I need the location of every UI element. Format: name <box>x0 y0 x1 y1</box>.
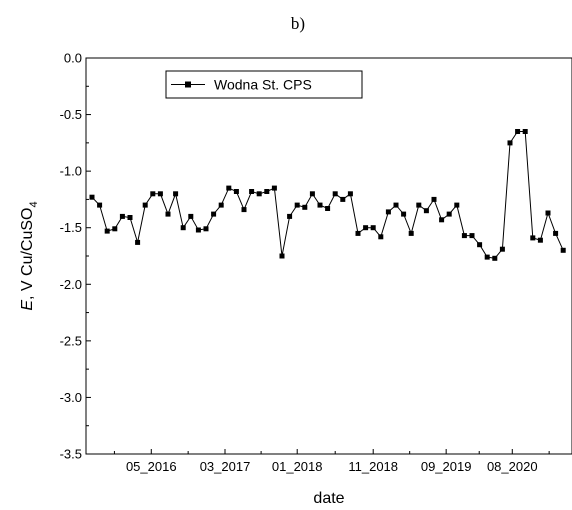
data-point <box>89 194 95 200</box>
data-point <box>195 227 201 233</box>
data-point <box>332 191 338 197</box>
data-point <box>241 207 247 213</box>
y-axis-title: E, V Cu/CuSO4 <box>19 201 40 310</box>
panel-label: b) <box>291 14 305 33</box>
data-point <box>484 254 490 260</box>
data-point <box>256 191 262 197</box>
data-point <box>423 208 429 214</box>
data-point <box>340 196 346 202</box>
x-tick-label: 01_2018 <box>272 459 323 474</box>
data-point <box>370 225 376 231</box>
y-tick-label: -2.0 <box>60 277 82 292</box>
data-point <box>309 191 315 197</box>
data-point <box>530 235 536 241</box>
data-point <box>97 202 103 208</box>
data-point <box>188 213 194 219</box>
data-point <box>135 239 141 245</box>
y-tick-label: 0.0 <box>64 51 82 66</box>
data-point <box>408 230 414 236</box>
data-point <box>469 233 475 239</box>
y-axis-ticks: 0.0 -0.5 -1.0 -1.5 -2.0 -2.5 -3.0 -3.5 <box>60 51 91 462</box>
x-tick-label: 11_2018 <box>348 459 398 474</box>
data-point <box>363 225 369 231</box>
data-point <box>287 213 293 219</box>
y-tick-label: -1.0 <box>60 164 82 179</box>
data-point <box>180 225 186 231</box>
data-point <box>226 185 232 191</box>
data-point <box>477 242 483 248</box>
data-point <box>271 185 277 191</box>
data-point <box>317 202 323 208</box>
data-point <box>218 202 224 208</box>
y-axis-title-unit: , V Cu/CuSO <box>19 207 36 299</box>
legend-marker <box>185 81 191 88</box>
data-point <box>401 211 407 217</box>
y-tick-label: -3.5 <box>60 447 82 462</box>
data-point <box>104 228 110 234</box>
data-point <box>355 230 361 236</box>
data-point <box>439 217 445 223</box>
data-point <box>560 247 566 253</box>
data-point <box>173 191 179 197</box>
data-point <box>150 191 156 197</box>
data-point <box>492 255 498 261</box>
data-point <box>127 215 133 220</box>
data-point <box>446 211 452 217</box>
data-point <box>545 210 551 216</box>
data-point <box>112 226 118 232</box>
data-point <box>264 189 270 194</box>
x-tick-label: 05_2016 <box>126 459 177 474</box>
data-point <box>461 233 467 239</box>
data-point <box>249 189 255 194</box>
data-point <box>279 253 285 259</box>
data-point <box>211 211 217 217</box>
data-point <box>454 202 460 208</box>
y-tick-label: -3.0 <box>60 390 82 405</box>
plot-frame <box>85 57 572 455</box>
data-point <box>294 202 300 208</box>
data-point <box>325 206 331 211</box>
x-tick-label: 03_2017 <box>200 459 251 474</box>
x-axis-title: date <box>313 490 344 507</box>
data-point <box>553 230 559 236</box>
data-point <box>431 196 437 202</box>
x-axis-ticks: 05_2016 03_2017 01_2018 11_2018 09_2019 08_20… <box>113 449 550 474</box>
data-point <box>302 204 308 210</box>
data-point <box>385 209 391 215</box>
x-tick-label: 09_2019 <box>421 459 472 474</box>
data-point <box>515 129 521 134</box>
x-tick-label: 08_2020 <box>487 459 538 474</box>
series-points-wodna <box>89 129 566 261</box>
data-point <box>393 202 399 208</box>
data-point <box>507 140 513 146</box>
y-tick-label: -0.5 <box>60 107 82 122</box>
y-tick-label: -1.5 <box>60 220 82 235</box>
data-point <box>119 213 125 219</box>
legend: Wodna St. CPS <box>165 70 363 99</box>
data-point <box>537 237 543 243</box>
y-axis-title-symbol: E <box>19 300 36 311</box>
data-point <box>522 129 528 134</box>
data-point <box>142 202 148 208</box>
data-point <box>165 211 171 217</box>
data-point <box>347 191 353 197</box>
legend-label: Wodna St. CPS <box>214 77 312 93</box>
y-tick-label: -2.5 <box>60 333 82 348</box>
data-point <box>378 234 384 240</box>
y-axis-title-subscript: 4 <box>28 201 40 207</box>
data-point <box>416 202 422 208</box>
data-point <box>203 226 209 232</box>
data-point <box>233 189 239 194</box>
data-point <box>499 246 505 252</box>
data-point <box>157 191 163 197</box>
